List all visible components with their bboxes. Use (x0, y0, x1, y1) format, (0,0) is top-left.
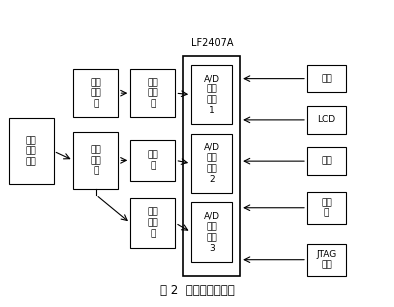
Text: A/D
采样
通道
1: A/D 采样 通道 1 (204, 74, 220, 115)
Bar (130, 140, 175, 181)
Bar (183, 56, 240, 276)
Bar (307, 65, 346, 92)
Text: 键盘: 键盘 (321, 74, 332, 83)
Bar (307, 192, 346, 224)
Text: 滤波
器: 滤波 器 (147, 150, 158, 170)
Text: JTAG
接口: JTAG 接口 (316, 250, 337, 270)
Text: A/D
采样
通道
3: A/D 采样 通道 3 (204, 212, 220, 253)
Text: A/D
采样
通道
2: A/D 采样 通道 2 (204, 143, 220, 184)
Text: 速度
传感
器: 速度 传感 器 (91, 78, 101, 108)
Bar (191, 65, 232, 124)
Text: 电荷
放大
器: 电荷 放大 器 (91, 145, 101, 176)
Bar (73, 69, 119, 117)
Text: 打印
机: 打印 机 (321, 198, 332, 218)
Bar (191, 202, 232, 262)
Bar (130, 198, 175, 248)
Text: LCD: LCD (318, 115, 336, 124)
Bar (307, 106, 346, 134)
Bar (130, 69, 175, 117)
Bar (9, 119, 54, 184)
Bar (73, 132, 119, 188)
Text: 图 2  硬件系统结构图: 图 2 硬件系统结构图 (160, 284, 234, 297)
Text: 电荷
放大
器: 电荷 放大 器 (147, 78, 158, 108)
Bar (191, 134, 232, 193)
Text: 加速
度传
感器: 加速 度传 感器 (26, 136, 37, 166)
Text: 串口: 串口 (321, 157, 332, 166)
Bar (307, 244, 346, 276)
Text: LF2407A: LF2407A (191, 38, 233, 48)
Text: 谐波
滤波
器: 谐波 滤波 器 (147, 208, 158, 238)
Bar (307, 147, 346, 175)
